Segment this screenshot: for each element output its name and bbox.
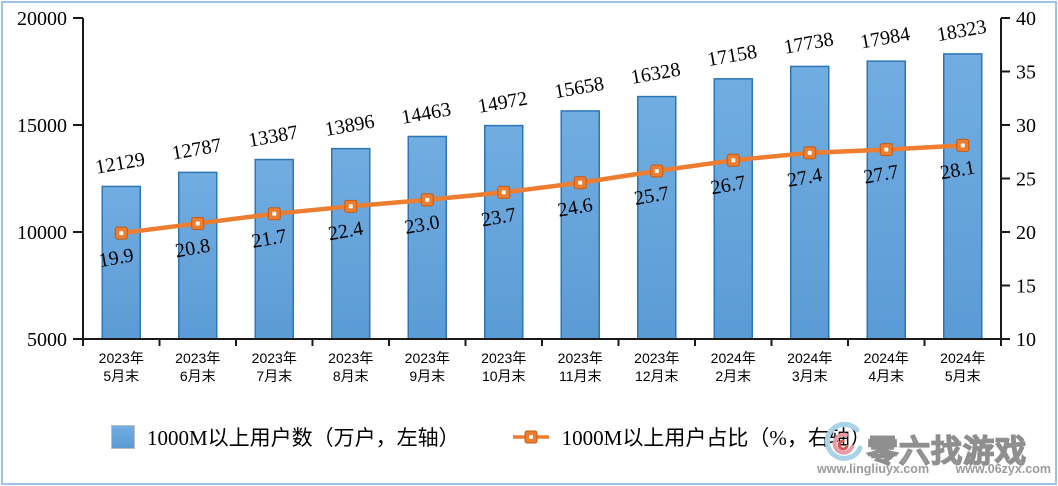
watermark-logo-icon (824, 421, 863, 461)
x-axis-category-label: 2024年 4月末 (864, 350, 909, 384)
line-marker-center (119, 231, 124, 236)
bar-value-label: 14463 (400, 98, 453, 128)
x-axis-category-label: 2024年 3月末 (787, 350, 832, 384)
left-axis-tick-label: 5000 (27, 329, 67, 351)
watermark-url-2: www.06zyx.com (955, 462, 1051, 476)
bar-value-label: 15658 (553, 73, 606, 103)
bar (484, 124, 524, 340)
line-marker-center (884, 147, 889, 152)
line-marker-center (807, 150, 812, 155)
x-axis-category-label: 2023年 12月末 (634, 350, 679, 384)
bar (178, 171, 218, 340)
x-axis-category-label: 2024年 5月末 (940, 350, 985, 384)
bar-value-label: 13387 (247, 121, 300, 151)
line-marker-center (578, 180, 583, 185)
bar-value-label: 18323 (935, 16, 988, 46)
bar-series-swatch-icon (111, 425, 135, 449)
right-axis-tick-label: 25 (1016, 169, 1036, 191)
x-axis-category-label: 2023年 10月末 (481, 350, 526, 384)
legend-item-line-series: 1000M以上用户占比（%，右轴） (512, 422, 871, 452)
line-marker-center (195, 221, 200, 226)
bar (713, 78, 753, 340)
x-axis-category-label: 2023年 11月末 (558, 350, 603, 384)
legend-line-label: 1000M以上用户占比（%，右轴） (561, 426, 871, 450)
line-marker-center (501, 190, 506, 195)
line-series-marker-icon (512, 430, 549, 444)
left-axis-tick-label: 15000 (17, 115, 67, 137)
bar-value-label: 16328 (629, 58, 682, 88)
line-marker-center (731, 158, 736, 163)
bar-value-label: 12129 (94, 148, 147, 178)
watermark: 零六找游戏 www.lingliuyx.com www.06zyx.com (813, 420, 1057, 480)
watermark-title: 零六找游戏 (866, 433, 1027, 469)
bar (560, 110, 600, 340)
line-marker-center (348, 204, 353, 209)
right-axis-tick-label: 15 (1016, 276, 1036, 298)
x-axis-category-label: 2023年 8月末 (328, 350, 373, 384)
bar (790, 65, 830, 340)
bar (637, 95, 677, 340)
bar-value-label: 14972 (476, 88, 529, 118)
x-axis-category-label: 2023年 5月末 (99, 350, 144, 384)
x-axis-category-label: 2023年 6月末 (175, 350, 220, 384)
x-axis-category-label: 2024年 2月末 (711, 350, 756, 384)
line-marker-center (425, 197, 430, 202)
dual-axis-chart: 12129 12787 13387 13896 14463 14972 15658 16328… (17, 8, 1036, 384)
left-axis-tick-label: 20000 (17, 8, 67, 30)
chart-legend: 1000M以上用户数（万户，左轴） 1000M以上用户占比（%，右轴） (3, 422, 1055, 452)
left-axis-tick-label: 10000 (17, 222, 67, 244)
bar-value-label: 17984 (859, 23, 912, 53)
right-axis-tick-label: 10 (1016, 329, 1036, 351)
line-marker-center (272, 211, 277, 216)
bar (866, 60, 906, 340)
right-axis-tick-label: 35 (1016, 62, 1036, 84)
line-marker-center (654, 169, 659, 174)
x-axis-category-label: 2023年 7月末 (252, 350, 297, 384)
right-axis-tick-label: 20 (1016, 222, 1036, 244)
trend-line (119, 143, 965, 236)
bar (101, 185, 141, 340)
x-axis-category-label: 2023年 9月末 (405, 350, 450, 384)
bar (943, 53, 983, 340)
bar-value-label: 12787 (170, 134, 223, 164)
bar (331, 147, 371, 340)
legend-item-bar-series: 1000M以上用户数（万户，左轴） (111, 422, 460, 452)
bar-value-label: 13896 (323, 111, 376, 141)
bar (407, 135, 447, 340)
right-axis-tick-label: 40 (1016, 8, 1036, 30)
watermark-url-1: www.lingliuyx.com (817, 462, 930, 476)
legend-bar-label: 1000M以上用户数（万户，左轴） (147, 426, 460, 450)
bar-value-label: 17738 (782, 28, 835, 58)
right-axis-tick-label: 30 (1016, 115, 1036, 137)
line-marker-center (960, 143, 965, 148)
bar-value-label: 17158 (706, 41, 759, 71)
